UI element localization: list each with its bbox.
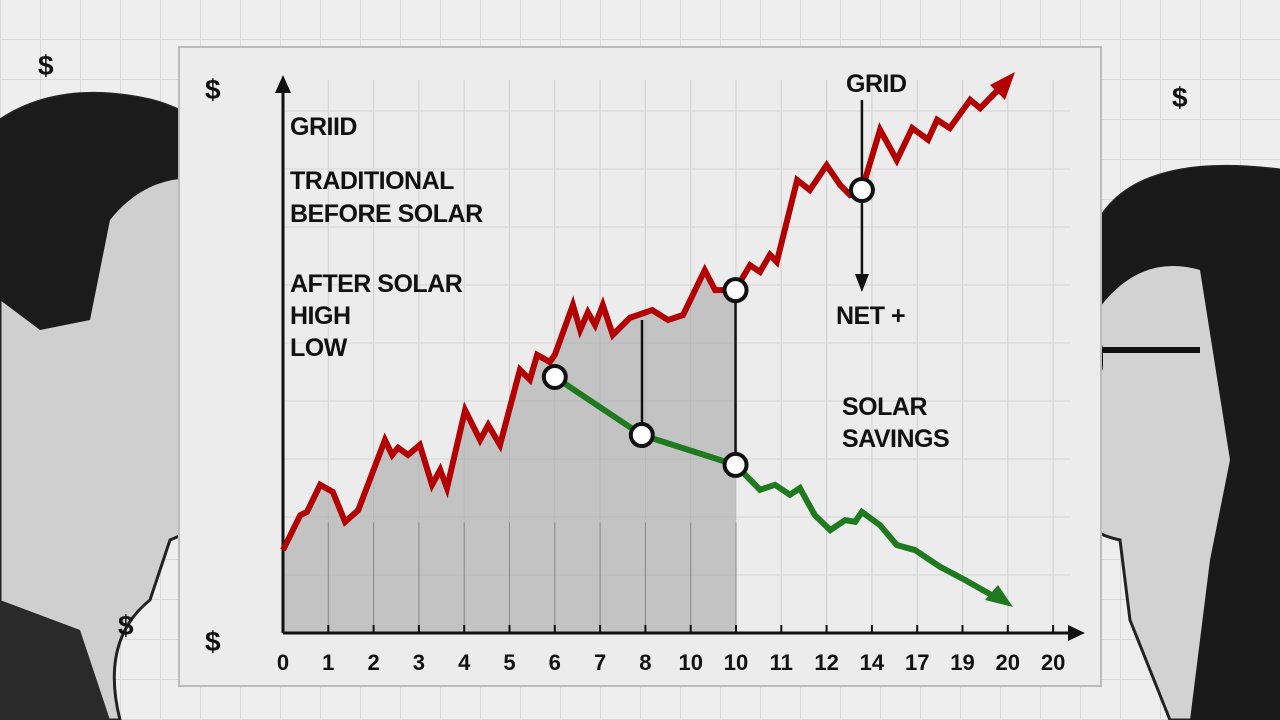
series-line-solar [553, 374, 1002, 603]
x-tick-label: 11 [770, 650, 793, 675]
dollar-icon: $ [118, 610, 134, 641]
grid-arrowhead-icon [990, 72, 1015, 100]
x-tick-label: 6 [549, 650, 561, 675]
x-tick-label: 4 [458, 650, 471, 675]
label-traditional: TRADITIONAL [290, 167, 454, 195]
x-tick-label: 20 [996, 650, 1020, 675]
solar-arrowhead-icon [985, 585, 1013, 607]
data-point-marker [722, 277, 749, 304]
x-tick-label: 10 [724, 650, 748, 675]
x-tick-label: 12 [814, 650, 838, 675]
x-tick-label: 7 [594, 650, 606, 675]
x-tick-label: 3 [413, 650, 425, 675]
x-tick-label: 5 [503, 650, 515, 675]
label-solar: SOLAR [842, 393, 928, 421]
x-tick-label: 17 [905, 650, 929, 675]
label-savings: SAVINGS [842, 425, 950, 453]
x-axis-arrow-icon [1068, 625, 1085, 641]
label-low: LOW [290, 334, 347, 362]
dollar-icon: $ [205, 74, 221, 105]
label-after-solar: AFTER SOLAR [290, 270, 463, 298]
dollar-icon: $ [1172, 82, 1188, 113]
x-tick-label: 8 [639, 650, 651, 675]
y-axis-arrow-icon [275, 75, 291, 93]
label-high: HIGH [290, 302, 351, 330]
dollar-icon: $ [38, 50, 54, 81]
x-tick-label: 14 [860, 650, 885, 675]
x-tick-label: 20 [1041, 650, 1065, 675]
data-point-marker [541, 363, 568, 390]
dollar-icon: $ [205, 626, 221, 657]
x-tick-label: 1 [322, 650, 334, 675]
x-tick-label: 19 [950, 650, 974, 675]
data-point-marker [628, 422, 655, 449]
label-before-solar: BEFORE SOLAR [290, 200, 483, 228]
x-tick-label: 10 [678, 650, 702, 675]
data-point-marker [722, 451, 749, 478]
x-tick-label: 0 [277, 650, 289, 675]
label-griid: GRIID [290, 113, 357, 141]
shaded-savings-area [283, 270, 736, 633]
data-point-marker [848, 177, 875, 204]
arrow-down-icon [854, 274, 869, 292]
label-net: NET + [836, 302, 906, 330]
label-grid: GRID [846, 70, 907, 98]
x-tick-label: 2 [367, 650, 379, 675]
